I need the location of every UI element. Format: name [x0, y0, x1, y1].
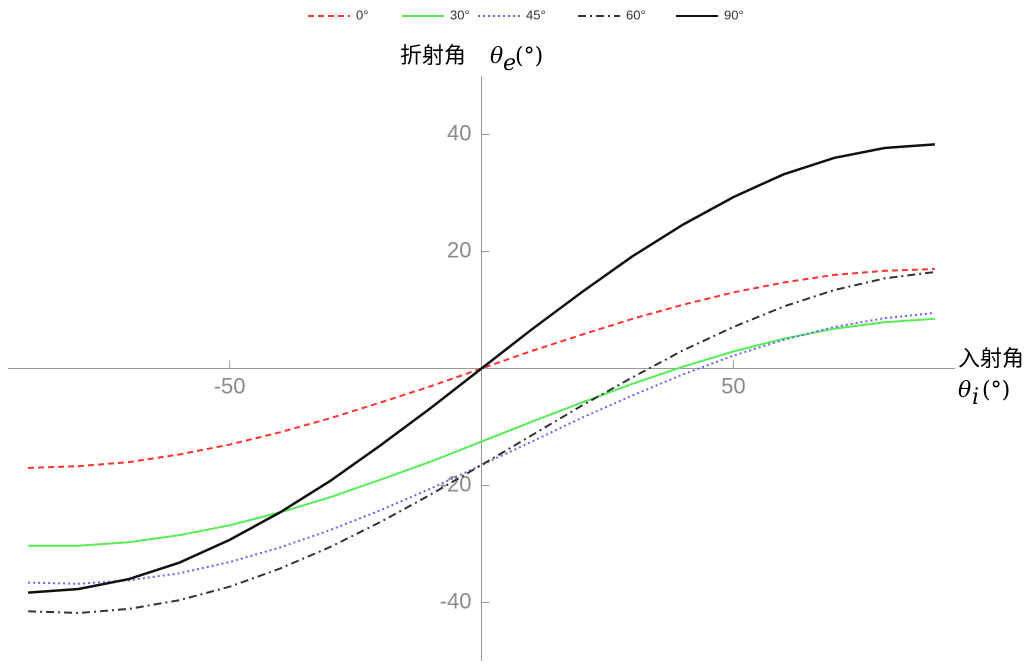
y-axis-symbol: θ: [490, 44, 503, 69]
series-line: [28, 268, 935, 469]
y-tick-label: -40: [440, 588, 472, 613]
y-axis-label: 折射角: [400, 44, 466, 69]
x-axis-label: 入射角: [958, 347, 1024, 372]
y-axis-subscript: e: [503, 51, 516, 76]
series-line: [28, 143, 935, 594]
x-axis-symbol: θ: [958, 378, 971, 403]
legend-label: 45°: [526, 7, 546, 22]
y-tick-label: 20: [447, 237, 471, 262]
series-line: [28, 317, 935, 547]
x-tick-label: -50: [214, 373, 246, 398]
x-axis-unit: (°): [982, 378, 1010, 403]
y-tick-label: -20: [440, 471, 472, 496]
legend-label: 60°: [626, 7, 646, 22]
x-tick-label: 50: [721, 373, 745, 398]
legend-label: 30°: [450, 7, 470, 22]
x-axis-subscript: i: [972, 385, 979, 410]
legend-label: 0°: [356, 7, 368, 22]
legend-label: 90°: [724, 7, 744, 22]
y-tick-label: 40: [447, 120, 471, 145]
series-line: [28, 311, 936, 585]
y-axis-unit: (°): [515, 44, 543, 69]
